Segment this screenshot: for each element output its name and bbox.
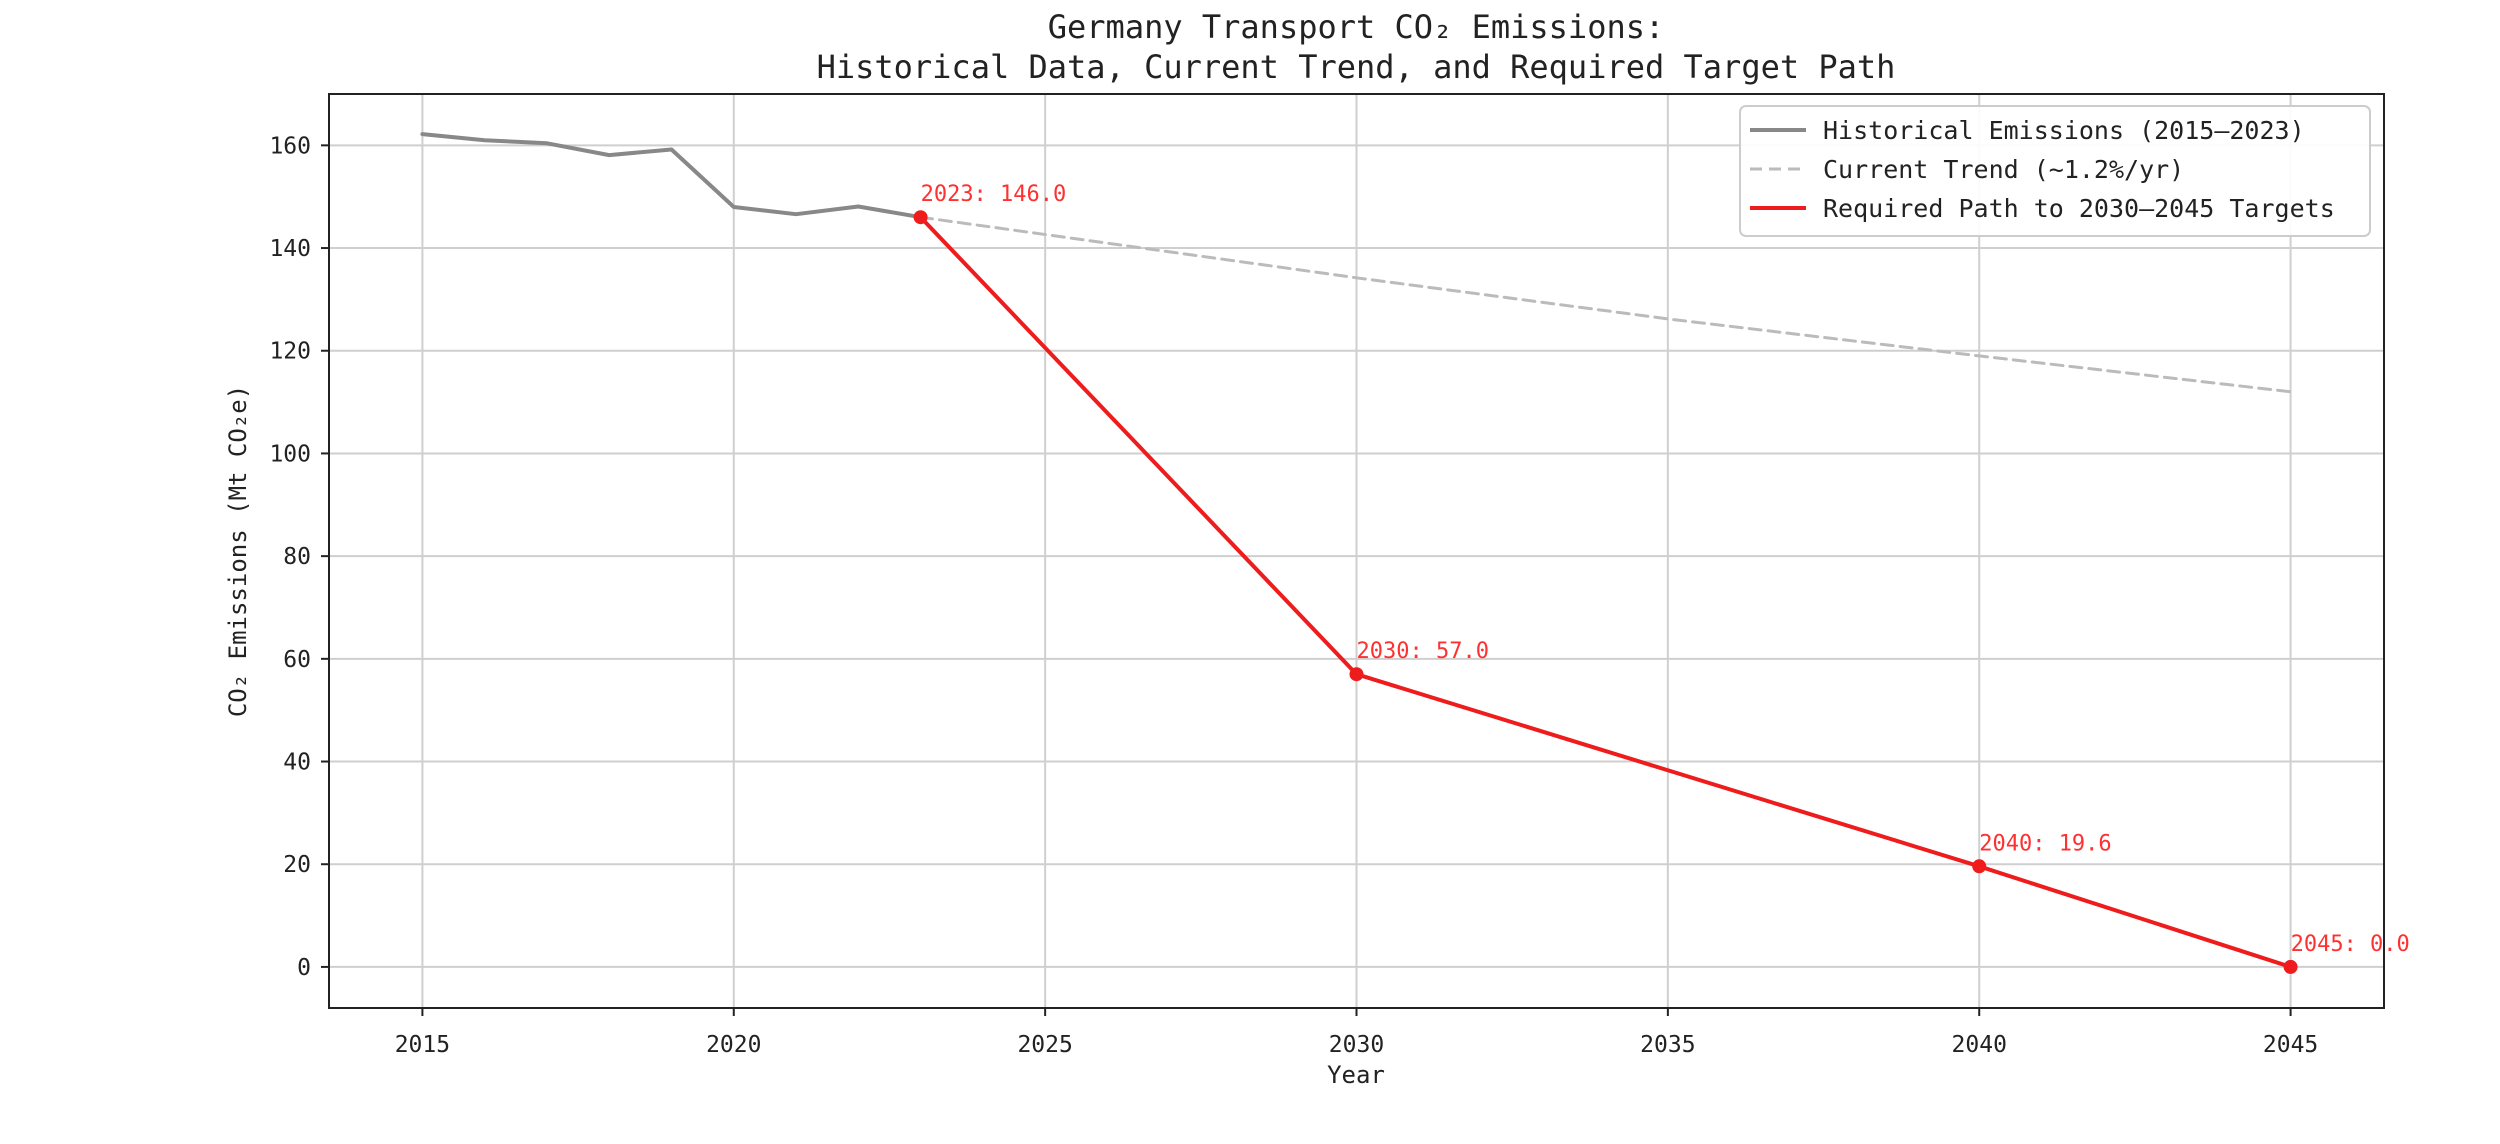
series-line-required [918,215,2293,969]
y-axis-label: CO₂ Emissions (Mt CO₂e) [224,385,252,717]
x-tick-label: 2025 [1017,1032,1072,1058]
x-tick-label: 2020 [706,1032,761,1058]
x-tick-label: 2040 [1952,1032,2007,1058]
y-tick-label: 60 [283,647,311,673]
chart-subtitle: Historical Data, Current Trend, and Requ… [817,48,1896,86]
x-tick-label: 2030 [1329,1032,1384,1058]
annotations: 2023: 146.0 2030: 57.0 2040: 19.6 2045: 0.0 [921,182,2410,957]
data-point-required [1972,859,1987,874]
y-tick-label: 0 [297,955,311,981]
y-tick-label: 140 [269,236,311,262]
y-tick-label: 80 [283,544,311,570]
x-tick-label: 2035 [1640,1032,1695,1058]
data-point-required [2283,959,2298,974]
y-tick-label: 40 [283,750,311,776]
x-axis-label: Year [1327,1061,1385,1089]
data-point-required [1349,667,1364,682]
annotation-label: 2040: 19.6 [1979,831,2111,856]
series-line-trend [919,215,2293,394]
legend-box [1739,105,2371,237]
legend-label-trend: Current Trend (~1.2%/yr) [1823,155,2184,184]
legend-label-required: Required Path to 2030–2045 Targets [1823,194,2335,223]
annotation-label: 2045: 0.0 [2291,932,2410,957]
grid [329,94,2384,1008]
y-tick-label: 100 [269,441,311,467]
legend: Historical Emissions (2015–2023) Current… [1739,105,2371,237]
data-point-required [913,210,928,225]
y-tick-label: 160 [269,133,311,159]
y-tick-label: 20 [283,852,311,878]
annotation-label: 2030: 57.0 [1357,639,1489,664]
chart-title: Germany Transport CO₂ Emissions: [1048,8,1665,46]
x-tick-label: 2015 [395,1032,450,1058]
x-tick-label: 2045 [2263,1032,2318,1058]
series-line-historical [420,132,923,220]
legend-label-historical: Historical Emissions (2015–2023) [1823,116,2305,145]
x-axis: 2015 2020 2025 2030 2035 2040 2045 [395,1008,2318,1058]
annotation-label: 2023: 146.0 [921,182,1067,207]
y-axis: 0 20 40 60 80 100 120 140 160 [269,133,329,981]
y-tick-label: 120 [269,339,311,365]
series-layer [420,132,2298,974]
